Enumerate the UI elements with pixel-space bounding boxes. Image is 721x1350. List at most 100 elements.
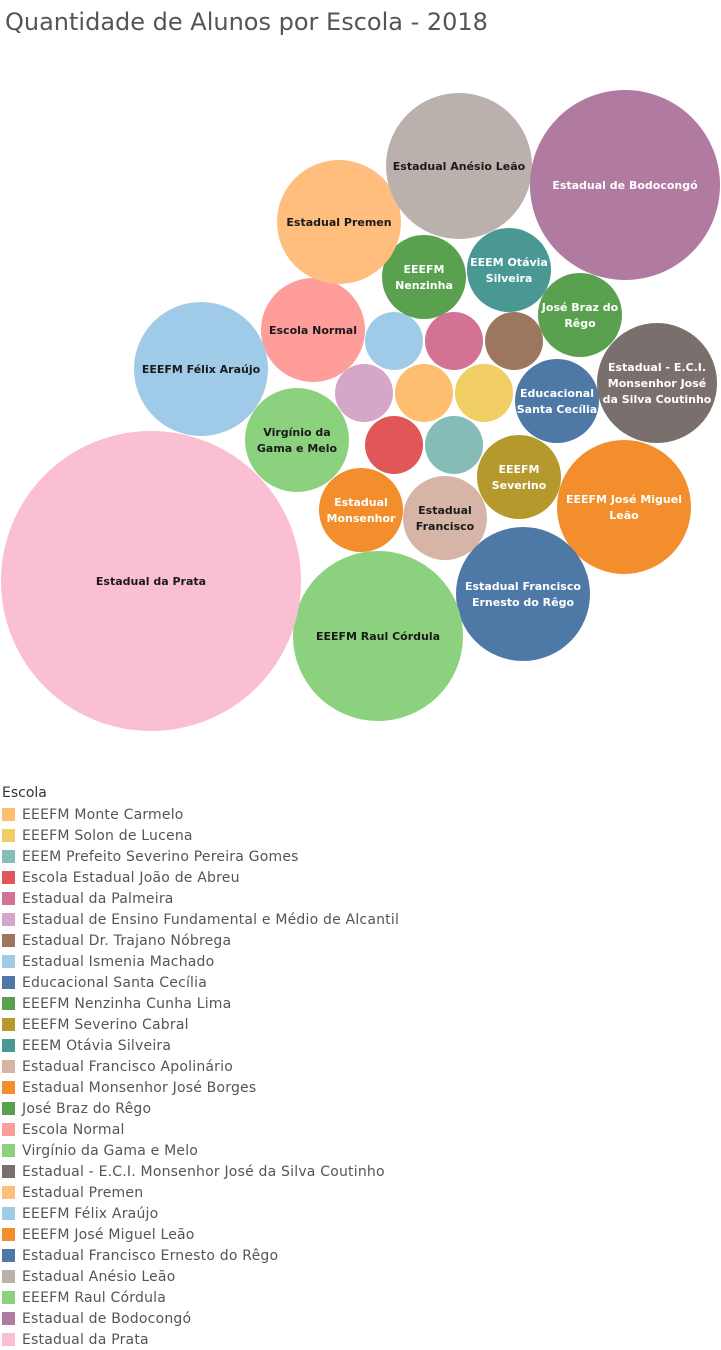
legend-label: Estadual Monsenhor José Borges bbox=[22, 1079, 257, 1096]
legend-item[interactable]: Estadual da Prata bbox=[2, 1329, 717, 1350]
legend-item[interactable]: José Braz do Rêgo bbox=[2, 1098, 717, 1119]
bubble-eeefm-jose-miguel-leao[interactable]: EEEFM José Miguel Leão bbox=[557, 440, 691, 574]
bubble-circle[interactable] bbox=[261, 278, 365, 382]
bubble-circle[interactable] bbox=[382, 235, 466, 319]
bubble-circle[interactable] bbox=[134, 302, 268, 436]
legend-item[interactable]: EEEFM Solon de Lucena bbox=[2, 825, 717, 846]
legend-label: EEEM Prefeito Severino Pereira Gomes bbox=[22, 848, 299, 865]
bubble-estadual-da-palmeira[interactable] bbox=[425, 312, 483, 370]
legend-label: EEEFM Raul Córdula bbox=[22, 1289, 167, 1306]
legend-item[interactable]: Estadual Ismenia Machado bbox=[2, 951, 717, 972]
legend-item[interactable]: Estadual Anésio Leão bbox=[2, 1266, 717, 1287]
legend-swatch bbox=[2, 1165, 15, 1178]
legend-item[interactable]: EEEFM Nenzinha Cunha Lima bbox=[2, 993, 717, 1014]
bubble-escola-normal[interactable]: Escola Normal bbox=[261, 278, 365, 382]
legend-swatch bbox=[2, 1123, 15, 1136]
legend-item[interactable]: EEEM Prefeito Severino Pereira Gomes bbox=[2, 846, 717, 867]
legend-label: Estadual Anésio Leão bbox=[22, 1268, 176, 1285]
bubble-label: EEEFM Severino bbox=[492, 463, 547, 492]
legend-label: EEEFM Solon de Lucena bbox=[22, 827, 193, 844]
bubble-estadual-francisco-ernesto-do-rego[interactable]: Estadual Francisco Ernesto do Rêgo bbox=[456, 527, 590, 661]
bubble-circle[interactable] bbox=[425, 312, 483, 370]
bubble-estadual-francisco-apolinario[interactable]: Estadual Francisco bbox=[403, 476, 487, 560]
legend-item[interactable]: Estadual de Ensino Fundamental e Médio d… bbox=[2, 909, 717, 930]
legend-swatch bbox=[2, 1039, 15, 1052]
bubble-label: Estadual de Bodocongó bbox=[552, 179, 698, 192]
legend-item[interactable]: EEEFM Severino Cabral bbox=[2, 1014, 717, 1035]
bubble-jose-braz-do-rego[interactable]: José Braz do Rêgo bbox=[538, 273, 622, 357]
legend-item[interactable]: Educacional Santa Cecília bbox=[2, 972, 717, 993]
legend-swatch bbox=[2, 1186, 15, 1199]
legend-item[interactable]: EEEFM José Miguel Leão bbox=[2, 1224, 717, 1245]
legend-item[interactable]: Estadual Francisco Apolinário bbox=[2, 1056, 717, 1077]
bubble-circle[interactable] bbox=[319, 468, 403, 552]
bubble-label: EEEFM Nenzinha bbox=[395, 263, 453, 292]
legend-item[interactable]: Estadual Francisco Ernesto do Rêgo bbox=[2, 1245, 717, 1266]
bubble-eeefm-felix-araujo[interactable]: EEEFM Félix Araújo bbox=[134, 302, 268, 436]
legend-item[interactable]: Estadual Dr. Trajano Nóbrega bbox=[2, 930, 717, 951]
bubble-estadual-e-c-i-monsenhor-jose-da-silva-coutinho[interactable]: Estadual - E.C.I. Monsenhor José da Silva … bbox=[597, 323, 717, 443]
bubble-estadual-anesio-leao[interactable]: Estadual Anésio Leão bbox=[386, 93, 532, 239]
bubble-circle[interactable] bbox=[245, 388, 349, 492]
bubble-circle[interactable] bbox=[557, 440, 691, 574]
bubble-label: Estadual - E.C.I. Monsenhor José da Silva … bbox=[603, 361, 712, 406]
bubble-circle[interactable] bbox=[395, 364, 453, 422]
bubble-estadual-premen[interactable]: Estadual Premen bbox=[277, 160, 401, 284]
bubble-circle[interactable] bbox=[365, 416, 423, 474]
bubble-estadual-da-prata[interactable]: Estadual da Prata bbox=[1, 431, 301, 731]
legend-item[interactable]: EEEM Otávia Silveira bbox=[2, 1035, 717, 1056]
legend-item[interactable]: Estadual de Bodocongó bbox=[2, 1308, 717, 1329]
legend-item[interactable]: Escola Normal bbox=[2, 1119, 717, 1140]
bubble-circle[interactable] bbox=[277, 160, 401, 284]
bubble-educacional-santa-cecilia[interactable]: Educacional Santa Cecília bbox=[515, 359, 599, 443]
bubble-circle[interactable] bbox=[293, 551, 463, 721]
legend-label: Virgínio da Gama e Melo bbox=[22, 1142, 199, 1159]
bubble-eeefm-monte-carmelo[interactable] bbox=[395, 364, 453, 422]
legend-label: Estadual da Prata bbox=[22, 1331, 149, 1348]
legend-item[interactable]: EEEFM Raul Córdula bbox=[2, 1287, 717, 1308]
legend-item[interactable]: EEEFM Monte Carmelo bbox=[2, 804, 717, 825]
bubble-circle[interactable] bbox=[456, 527, 590, 661]
bubble-circle[interactable] bbox=[530, 90, 720, 280]
bubble-circle[interactable] bbox=[425, 416, 483, 474]
bubble-circle[interactable] bbox=[467, 228, 551, 312]
bubble-eeefm-severino-cabral[interactable]: EEEFM Severino bbox=[477, 435, 561, 519]
bubble-circle[interactable] bbox=[365, 312, 423, 370]
bubble-estadual-dr-trajano-nobrega[interactable] bbox=[485, 312, 543, 370]
bubble-circle[interactable] bbox=[335, 364, 393, 422]
bubble-circle[interactable] bbox=[1, 431, 301, 731]
bubble-estadual-ismenia-machado[interactable] bbox=[365, 312, 423, 370]
bubble-circle[interactable] bbox=[477, 435, 561, 519]
bubble-eeefm-solon-de-lucena[interactable] bbox=[455, 364, 513, 422]
legend-label: Escola Estadual João de Abreu bbox=[22, 869, 240, 886]
legend-item[interactable]: Estadual Premen bbox=[2, 1182, 717, 1203]
bubble-label: EEEFM José Miguel Leão bbox=[566, 493, 682, 522]
legend-item[interactable]: Estadual da Palmeira bbox=[2, 888, 717, 909]
bubble-circle[interactable] bbox=[485, 312, 543, 370]
bubble-virginio-da-gama-e-melo[interactable]: Virgínio da Gama e Melo bbox=[245, 388, 349, 492]
legend-item[interactable]: EEEFM Félix Araújo bbox=[2, 1203, 717, 1224]
bubble-circle[interactable] bbox=[515, 359, 599, 443]
legend-item[interactable]: Virgínio da Gama e Melo bbox=[2, 1140, 717, 1161]
legend-item[interactable]: Estadual Monsenhor José Borges bbox=[2, 1077, 717, 1098]
legend-label: Estadual de Bodocongó bbox=[22, 1310, 192, 1327]
bubble-circle[interactable] bbox=[386, 93, 532, 239]
bubble-circle[interactable] bbox=[455, 364, 513, 422]
bubble-estadual-monsenhor-jose-borges[interactable]: Estadual Monsenhor bbox=[319, 468, 403, 552]
bubble-estadual-de-bodocongo[interactable]: Estadual de Bodocongó bbox=[530, 90, 720, 280]
bubble-eeefm-nenzinha-cunha-lima[interactable]: EEEFM Nenzinha bbox=[382, 235, 466, 319]
legend-swatch bbox=[2, 871, 15, 884]
bubble-eeefm-raul-cordula[interactable]: EEEFM Raul Córdula bbox=[293, 551, 463, 721]
legend-swatch bbox=[2, 955, 15, 968]
legend-item[interactable]: Escola Estadual João de Abreu bbox=[2, 867, 717, 888]
legend-label: Estadual Francisco Ernesto do Rêgo bbox=[22, 1247, 279, 1264]
legend-item[interactable]: Estadual - E.C.I. Monsenhor José da Silv… bbox=[2, 1161, 717, 1182]
legend-label: Estadual Ismenia Machado bbox=[22, 953, 215, 970]
bubble-circle[interactable] bbox=[597, 323, 717, 443]
bubble-eeem-prefeito-severino-pereira-gomes[interactable] bbox=[425, 416, 483, 474]
bubble-escola-estadual-joao-de-abreu[interactable] bbox=[365, 416, 423, 474]
bubble-circle[interactable] bbox=[538, 273, 622, 357]
bubble-eeem-otavia-silveira[interactable]: EEEM Otávia Silveira bbox=[467, 228, 551, 312]
bubble-circle[interactable] bbox=[403, 476, 487, 560]
bubble-estadual-de-ensino-fundamental-e-medio-de-alcantil[interactable] bbox=[335, 364, 393, 422]
